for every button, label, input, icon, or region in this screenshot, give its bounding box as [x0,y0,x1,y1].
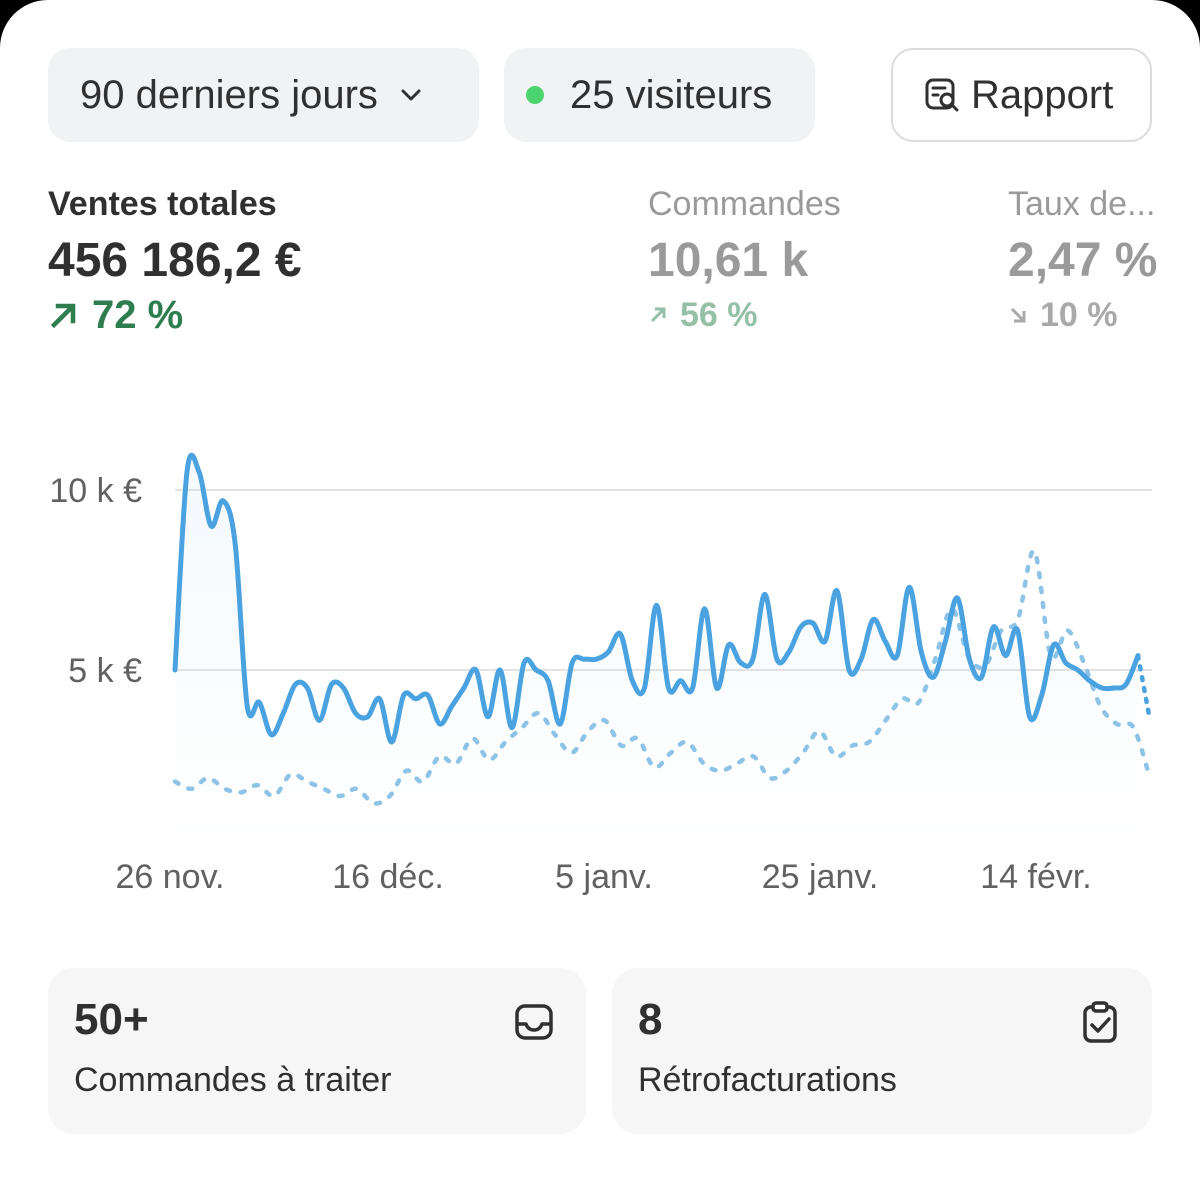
metric-change: 56 % [648,292,841,338]
y-tick-label: 10 k € [49,472,142,510]
x-tick-label: 16 déc. [332,858,444,896]
arrow-up-right-icon [650,307,666,323]
chargebacks-card[interactable]: 8 Rétrofacturations [612,968,1152,1134]
card-label: Rétrofacturations [638,1061,897,1099]
clipboard-check-icon [1083,1001,1117,1043]
current-series-projection [1135,653,1153,723]
chevron-down-icon [396,80,426,110]
live-status-dot [526,86,544,104]
metric-change: 10 % [1008,292,1200,338]
metric-value: 10,61 k [648,234,809,287]
card-label: Commandes à traiter [74,1061,392,1099]
report-button[interactable]: Rapport [891,48,1152,142]
y-tick-label: 5 k € [68,652,142,690]
metric-label: Ventes totales [48,185,277,223]
live-visitors-button[interactable]: 25 visiteurs [504,48,815,142]
metric-value: 2,47 % [1008,234,1158,287]
metric-change-value: 10 % [1040,296,1118,334]
visitors-label: 25 visiteurs [570,72,773,117]
arrow-down-right-icon [1010,307,1026,323]
metric-change-value: 72 % [92,293,184,337]
x-tick-label: 26 nov. [115,858,224,896]
metric-change: 72 % [48,292,302,338]
card-value: 8 [638,995,663,1044]
metric-label: Commandes [648,185,841,223]
current-series-area [175,455,1138,850]
x-tick-label: 25 janv. [762,858,879,896]
date-range-selector[interactable]: 90 derniers jours [48,48,479,142]
comparison-series-line [172,548,1153,806]
report-label: Rapport [971,72,1114,117]
current-series-line [172,452,1141,745]
inbox-icon [515,1004,553,1040]
metric-orders[interactable]: Commandes 10,61 k 56 % [648,184,841,338]
x-tick-label: 14 févr. [980,858,1092,896]
metric-value: 456 186,2 € [48,234,302,287]
metric-total-sales[interactable]: Ventes totales 456 186,2 € 72 % [48,184,302,338]
metric-label: Taux de... [1008,185,1156,223]
x-tick-label: 5 janv. [555,858,653,896]
card-value: 50+ [74,995,149,1044]
metric-change-value: 56 % [680,296,758,334]
arrow-up-right-icon [50,303,76,329]
metric-conversion-rate[interactable]: Taux de... 2,47 % 10 % [1008,184,1200,338]
report-search-icon [923,76,961,114]
orders-to-fulfill-card[interactable]: 50+ Commandes à traiter [48,968,586,1134]
date-range-label: 90 derniers jours [80,72,378,117]
sales-line-chart[interactable]: 10 k € 5 k € 26 nov. 16 déc. 5 janv. 25 janv… [0,440,1200,910]
